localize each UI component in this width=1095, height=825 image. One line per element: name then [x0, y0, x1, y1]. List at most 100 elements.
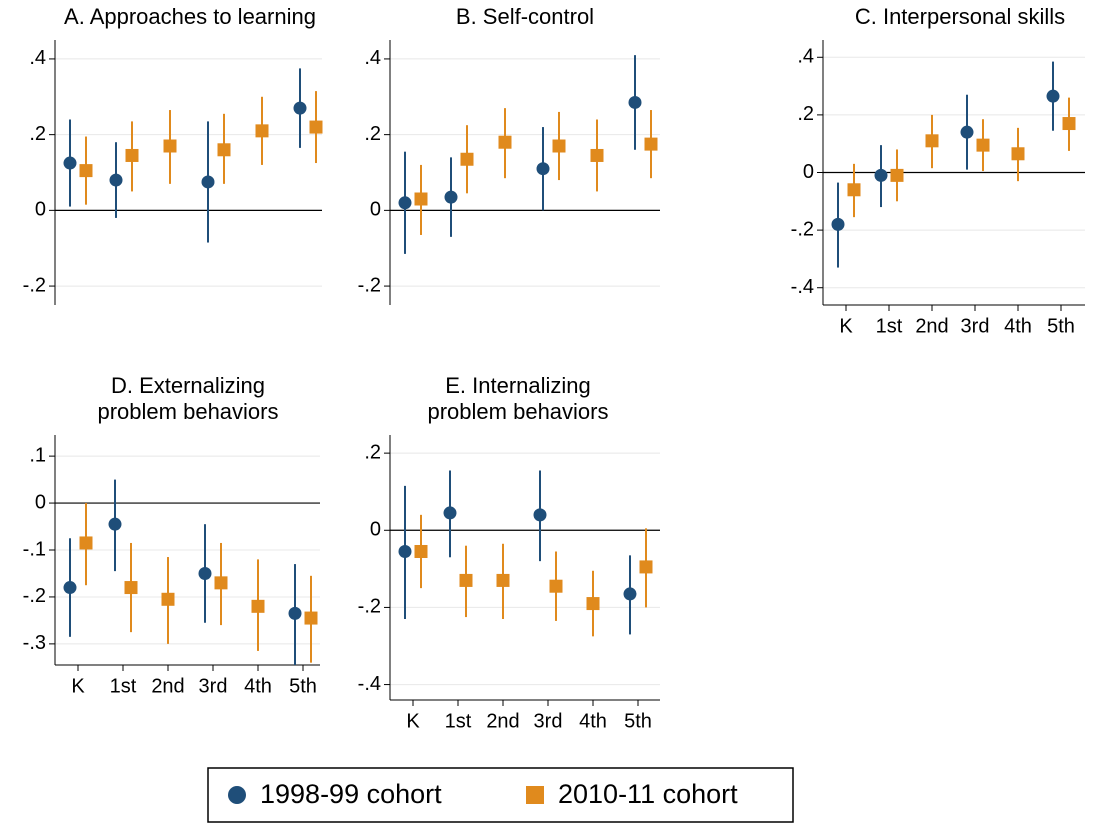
- x-tick-label: 1st: [110, 675, 137, 697]
- legend-label: 2010-11 cohort: [558, 779, 738, 809]
- y-tick-label: 0: [370, 199, 381, 221]
- point: [124, 581, 138, 595]
- y-tick-label: .2: [364, 441, 381, 463]
- point: [251, 599, 265, 613]
- point: [201, 175, 215, 189]
- x-tick-label: K: [406, 710, 420, 732]
- panel-title: E. Internalizing: [445, 373, 591, 398]
- point: [443, 506, 457, 520]
- point: [644, 137, 658, 151]
- y-tick-label: .1: [29, 444, 46, 466]
- x-tick-label: 5th: [289, 675, 317, 697]
- y-tick-label: 0: [35, 199, 46, 221]
- point: [161, 592, 175, 606]
- point: [255, 124, 269, 138]
- point: [79, 536, 93, 550]
- x-tick-label: 5th: [624, 710, 652, 732]
- panel-title: A. Approaches to learning: [64, 4, 316, 29]
- x-tick-label: 4th: [1004, 315, 1032, 337]
- x-tick-label: 3rd: [534, 710, 563, 732]
- point: [163, 139, 177, 153]
- y-tick-label: .4: [797, 46, 814, 68]
- point: [414, 192, 428, 206]
- point: [125, 148, 139, 162]
- point: [639, 560, 653, 574]
- point: [79, 164, 93, 178]
- point: [628, 95, 642, 109]
- point: [398, 196, 412, 210]
- y-tick-label: -.4: [358, 673, 381, 695]
- point: [1011, 147, 1025, 161]
- point: [552, 139, 566, 153]
- point: [890, 168, 904, 182]
- point: [288, 606, 302, 620]
- point: [304, 611, 318, 625]
- y-tick-label: -.2: [23, 585, 46, 607]
- x-tick-label: 2nd: [486, 710, 519, 732]
- point: [63, 156, 77, 170]
- point: [498, 135, 512, 149]
- point: [460, 152, 474, 166]
- point: [976, 138, 990, 152]
- legend-marker: [526, 786, 544, 804]
- panel-title: problem behaviors: [98, 399, 279, 424]
- point: [623, 587, 637, 601]
- point: [925, 134, 939, 148]
- panel-title: C. Interpersonal skills: [855, 4, 1065, 29]
- point: [444, 190, 458, 204]
- point: [1046, 89, 1060, 103]
- x-tick-label: 3rd: [199, 675, 228, 697]
- x-tick-label: 2nd: [151, 675, 184, 697]
- y-tick-label: 0: [370, 519, 381, 541]
- point: [960, 125, 974, 139]
- point: [217, 143, 231, 157]
- point: [831, 217, 845, 231]
- y-tick-label: .4: [364, 47, 381, 69]
- x-tick-label: K: [839, 315, 853, 337]
- y-tick-label: -.2: [791, 218, 814, 240]
- x-tick-label: 5th: [1047, 315, 1075, 337]
- x-tick-label: 1st: [445, 710, 472, 732]
- legend-marker: [228, 786, 246, 804]
- point: [398, 544, 412, 558]
- point: [533, 508, 547, 522]
- point: [309, 120, 323, 134]
- y-tick-label: -.2: [358, 596, 381, 618]
- point: [874, 168, 888, 182]
- point: [214, 576, 228, 590]
- point: [549, 579, 563, 593]
- x-tick-label: 1st: [876, 315, 903, 337]
- point: [109, 173, 123, 187]
- y-tick-label: -.2: [358, 274, 381, 296]
- point: [198, 566, 212, 580]
- legend-box: [207, 767, 794, 823]
- x-tick-label: K: [71, 675, 85, 697]
- point: [108, 517, 122, 531]
- point: [414, 544, 428, 558]
- y-tick-label: .4: [29, 47, 46, 69]
- y-tick-label: -.2: [23, 274, 46, 296]
- x-tick-label: 4th: [579, 710, 607, 732]
- point: [586, 597, 600, 611]
- x-tick-label: 2nd: [915, 315, 948, 337]
- point: [63, 581, 77, 595]
- panel-title: D. Externalizing: [111, 373, 265, 398]
- legend-label: 1998-99 cohort: [260, 779, 442, 809]
- x-tick-label: 4th: [244, 675, 272, 697]
- y-tick-label: .2: [364, 123, 381, 145]
- y-tick-label: -.3: [23, 632, 46, 654]
- y-tick-label: .2: [29, 123, 46, 145]
- y-tick-label: 0: [803, 161, 814, 183]
- panel-title: problem behaviors: [428, 399, 609, 424]
- y-tick-label: .2: [797, 103, 814, 125]
- point: [590, 148, 604, 162]
- point: [496, 573, 510, 587]
- x-tick-label: 3rd: [961, 315, 990, 337]
- y-tick-label: -.4: [791, 276, 814, 298]
- point: [459, 573, 473, 587]
- point: [536, 162, 550, 176]
- point: [847, 183, 861, 197]
- point: [1062, 117, 1076, 131]
